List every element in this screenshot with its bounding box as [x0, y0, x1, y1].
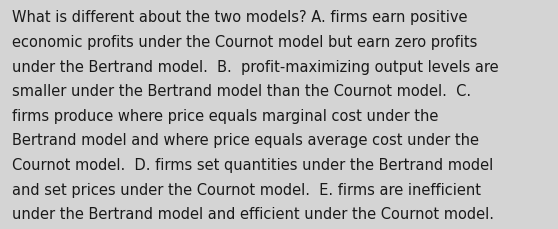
- Text: economic profits under the Cournot model but earn zero profits: economic profits under the Cournot model…: [12, 35, 478, 50]
- Text: Bertrand model and where price equals average cost under the: Bertrand model and where price equals av…: [12, 133, 479, 148]
- Text: smaller under the Bertrand model than the Cournot model.  C.: smaller under the Bertrand model than th…: [12, 84, 472, 99]
- Text: and set prices under the Cournot model.  E. firms are inefficient: and set prices under the Cournot model. …: [12, 182, 482, 197]
- Text: Cournot model.  D. firms set quantities under the Bertrand model: Cournot model. D. firms set quantities u…: [12, 157, 493, 172]
- Text: firms produce where price equals marginal cost under the: firms produce where price equals margina…: [12, 108, 439, 123]
- Text: What is different about the two​ models? A. firms earn positive: What is different about the two​ models?…: [12, 10, 468, 25]
- Text: under the Bertrand model and efficient under the Cournot model.: under the Bertrand model and efficient u…: [12, 206, 494, 221]
- Text: under the Bertrand model.  B.  profit-maximizing output levels are: under the Bertrand model. B. profit-maxi…: [12, 59, 499, 74]
